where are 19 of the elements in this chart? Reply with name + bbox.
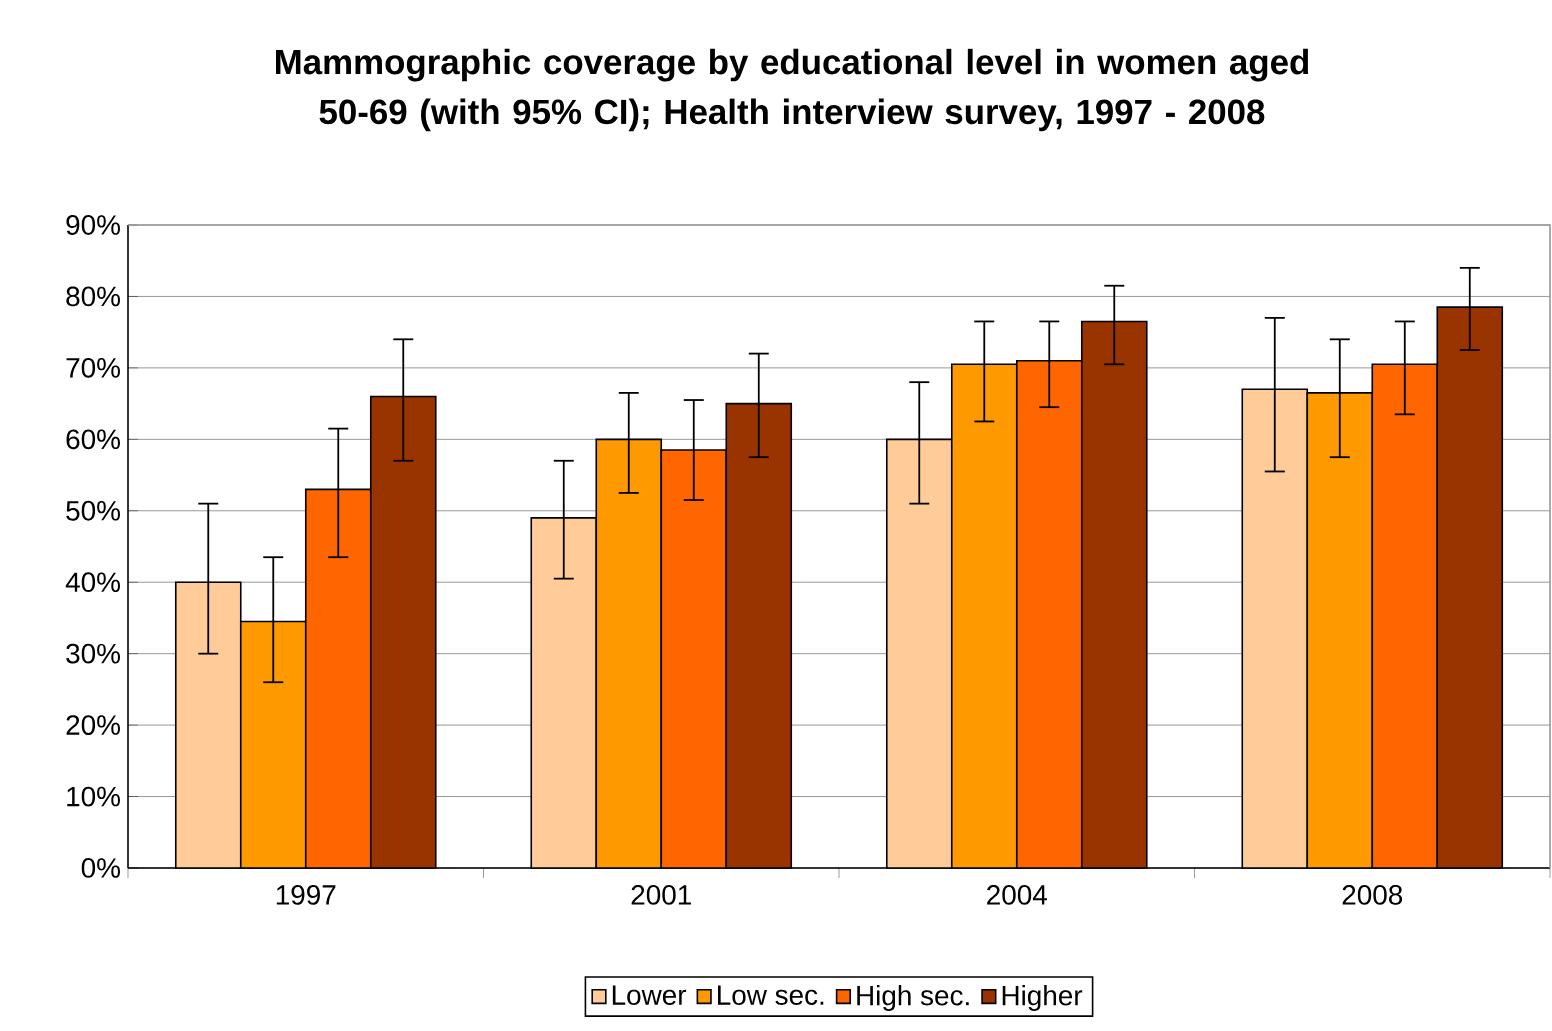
y-tick-label: 40% (65, 572, 120, 593)
x-tick-label: 2008 (1342, 885, 1403, 905)
legend-label: Lower (612, 985, 687, 1005)
y-tick-label: 90% (66, 215, 120, 235)
chart-title: Mammographic coverage by educational level in women aged 50-69 (with 95% CI); Health interview survey, 1997 - 2008 (276, 48, 1309, 132)
y-tick-label: 70% (66, 357, 120, 378)
x-tick-label: 1997 (276, 885, 336, 905)
y-tick-label: 20% (66, 715, 120, 735)
y-tick-label: 30% (66, 643, 120, 664)
y-tick-label: 0% (81, 858, 120, 878)
y-tick-label: 10% (67, 786, 120, 807)
legend-label: Low sec. (718, 985, 824, 1005)
y-tick-label: 50% (66, 500, 120, 521)
x-tick-label: 2004 (987, 885, 1047, 905)
legend-label: Higher (1002, 984, 1083, 1011)
y-tick-label: 80% (66, 286, 120, 307)
x-tick-label: 2001 (631, 885, 691, 905)
legend-label: High sec. (857, 984, 969, 1011)
y-tick-label: 60% (66, 429, 120, 450)
